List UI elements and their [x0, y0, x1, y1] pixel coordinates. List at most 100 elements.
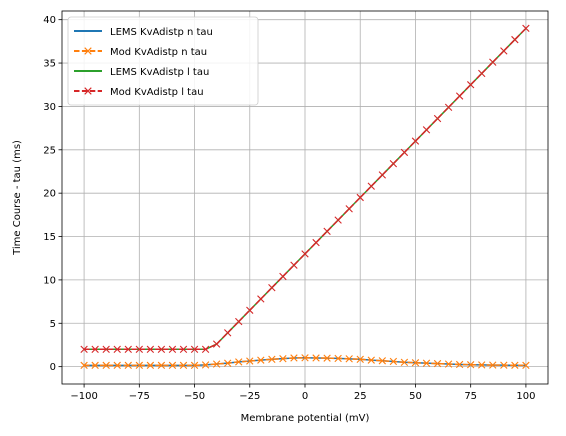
data-point-marker: [334, 354, 342, 363]
data-point-marker: [268, 355, 276, 363]
data-point-marker: [312, 238, 320, 247]
data-point-marker: [489, 58, 497, 66]
data-point-marker: [290, 354, 298, 362]
data-point-marker: [146, 345, 155, 353]
data-point-marker: [378, 357, 387, 365]
data-point-marker: [235, 317, 243, 326]
x-tick-label: −75: [129, 391, 150, 402]
data-point-marker: [201, 345, 210, 353]
x-tick-label: 50: [409, 391, 422, 402]
data-point-marker: [378, 171, 387, 179]
legend-label: LEMS KvAdistp n tau: [110, 27, 213, 38]
axis-ticks: −100 −75 −50 −25 0 25 50 75 100 0 5 10 15 20 25 30 35 40: [43, 15, 535, 402]
data-point-marker: [389, 357, 398, 366]
data-point-marker: [433, 114, 442, 123]
y-tick-label: 35: [43, 59, 56, 70]
x-tick-label: −50: [184, 391, 205, 402]
data-point-marker: [323, 227, 331, 236]
data-point-marker: [124, 361, 132, 370]
data-point-marker: [312, 354, 320, 362]
data-point-marker: [466, 361, 475, 369]
data-point-marker: [124, 345, 132, 353]
series-group: [80, 24, 530, 370]
data-point-marker: [91, 345, 99, 353]
x-tick-label: 25: [354, 391, 367, 402]
data-point-marker: [334, 216, 342, 224]
data-point-marker: [290, 261, 298, 269]
data-point-marker: [522, 361, 530, 370]
legend-swatch-marker: [84, 47, 92, 55]
series-line: [84, 27, 527, 351]
data-point-marker: [179, 345, 188, 353]
y-tick-label: 5: [50, 319, 56, 330]
data-point-marker: [168, 345, 177, 353]
data-point-marker: [80, 361, 88, 370]
data-point-marker: [279, 354, 287, 363]
legend-box: [67, 16, 259, 106]
data-point-marker: [80, 345, 88, 353]
series-1: [80, 354, 530, 370]
x-tick-label: 75: [464, 391, 477, 402]
data-point-marker: [433, 359, 442, 368]
data-point-marker: [411, 137, 420, 145]
data-point-marker: [356, 355, 364, 363]
data-point-marker: [246, 306, 254, 314]
data-point-marker: [212, 340, 221, 348]
data-point-marker: [356, 193, 364, 202]
data-point-marker: [168, 361, 177, 370]
y-axis-label: Time Course - tau (ms): [12, 140, 23, 256]
legend: LEMS KvAdistp n tau Mod KvAdistp n tau LEM…: [67, 16, 259, 106]
data-point-marker: [422, 126, 431, 134]
data-point-marker: [455, 360, 464, 369]
data-point-marker: [444, 360, 453, 368]
data-point-marker: [301, 250, 309, 258]
x-tick-label: 100: [516, 391, 535, 402]
y-tick-label: 30: [43, 102, 56, 113]
data-point-marker: [489, 361, 497, 369]
data-point-marker: [257, 356, 265, 364]
y-tick-label: 10: [43, 275, 56, 286]
data-point-marker: [500, 47, 508, 55]
data-point-marker: [367, 182, 375, 190]
data-point-marker: [190, 345, 199, 353]
data-point-marker: [135, 361, 144, 370]
data-point-marker: [478, 361, 486, 369]
data-point-marker: [113, 345, 121, 353]
data-point-marker: [279, 272, 287, 281]
x-tick-label: −25: [239, 391, 260, 402]
data-point-marker: [246, 357, 254, 365]
data-point-marker: [511, 361, 519, 369]
data-point-marker: [345, 205, 353, 213]
x-tick-label: −100: [70, 391, 97, 402]
data-point-marker: [91, 361, 99, 370]
data-point-marker: [422, 359, 431, 367]
data-point-marker: [411, 359, 420, 367]
data-point-marker: [466, 81, 475, 89]
legend-swatch-marker: [84, 87, 92, 95]
data-point-marker: [367, 356, 375, 364]
data-point-marker: [235, 358, 243, 366]
series-3: [80, 24, 530, 353]
data-point-marker: [212, 360, 221, 368]
data-point-marker: [500, 361, 508, 369]
y-tick-label: 20: [43, 189, 56, 200]
y-tick-label: 40: [43, 15, 56, 26]
data-point-marker: [135, 345, 144, 353]
data-point-marker: [301, 354, 309, 362]
legend-label: Mod KvAdistp n tau: [110, 47, 207, 58]
legend-label: Mod KvAdistp l tau: [110, 87, 204, 98]
data-point-marker: [400, 148, 409, 157]
data-point-marker: [511, 35, 519, 44]
data-point-marker: [223, 359, 232, 367]
data-point-marker: [201, 361, 210, 369]
y-tick-label: 0: [50, 362, 56, 373]
data-point-marker: [113, 361, 121, 370]
data-point-marker: [223, 329, 232, 337]
data-point-marker: [157, 345, 166, 353]
data-point-marker: [478, 69, 486, 78]
data-point-marker: [157, 361, 166, 370]
data-point-marker: [146, 361, 155, 370]
x-tick-label: 0: [302, 391, 308, 402]
data-point-marker: [522, 24, 530, 33]
